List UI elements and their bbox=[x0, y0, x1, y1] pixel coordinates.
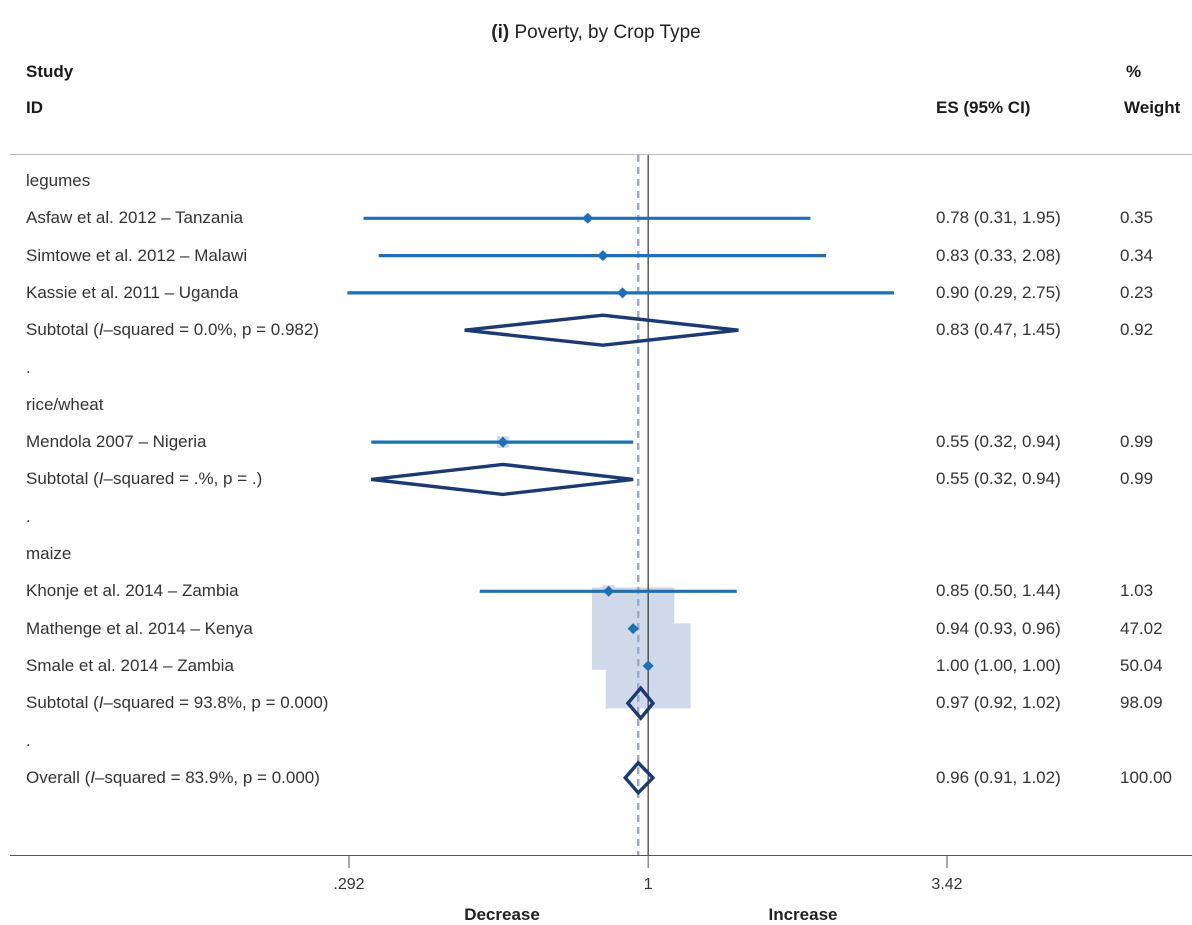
label-suffix: –squared = 93.8%, p = 0.000) bbox=[103, 693, 329, 713]
effect-size-ci: 0.85 (0.50, 1.44) bbox=[936, 581, 1061, 601]
group-label: rice/wheat bbox=[26, 394, 104, 414]
column-header-percent: % bbox=[1126, 62, 1142, 81]
group-label: maize bbox=[26, 544, 72, 563]
subtotal-diamond bbox=[625, 685, 656, 721]
weight-percent: 1.03 bbox=[1120, 581, 1154, 601]
direction-decrease-label: Decrease bbox=[464, 905, 540, 924]
weight-percent: 0.92 bbox=[1120, 320, 1154, 340]
column-header-study: Study bbox=[26, 62, 74, 81]
subtotal-row: Subtotal (I–squared = 0.0%, p = 0.982) 0.… bbox=[0, 311, 1192, 349]
label-i-italic: I bbox=[90, 767, 95, 787]
subtotal-diamond bbox=[371, 462, 634, 497]
study-row: Mathenge et al. 2014 – Kenya 0.94 (0.93, … bbox=[0, 610, 1192, 648]
effect-size-ci: 1.00 (1.00, 1.00) bbox=[936, 655, 1061, 675]
weight-percent: 98.09 bbox=[1120, 693, 1163, 713]
spacer-label: . bbox=[26, 730, 31, 750]
study-label: Mathenge et al. 2014 – Kenya bbox=[26, 618, 253, 638]
spacer-row: . bbox=[0, 722, 1192, 760]
spacer-row: . bbox=[0, 349, 1192, 387]
point-estimate-marker bbox=[627, 623, 639, 635]
study-row: Asfaw et al. 2012 – Tanzania 0.78 (0.31, … bbox=[0, 199, 1192, 237]
group-row: maize bbox=[0, 535, 1192, 573]
label-prefix: Subtotal ( bbox=[26, 693, 99, 713]
direction-increase-label: Increase bbox=[768, 905, 838, 924]
point-estimate-marker bbox=[617, 287, 629, 299]
subtotal-label: Subtotal (I–squared = 0.0%, p = 0.982) bbox=[26, 311, 319, 349]
chart-title-prefix: (i) bbox=[491, 22, 510, 43]
group-label: legumes bbox=[26, 171, 91, 190]
overall-label: Overall (I–squared = 83.9%, p = 0.000) bbox=[26, 759, 320, 797]
label-suffix: –squared = 0.0%, p = 0.982) bbox=[103, 320, 320, 340]
effect-size-ci: 0.55 (0.32, 0.94) bbox=[936, 469, 1061, 489]
label-i-italic: I bbox=[98, 693, 104, 713]
weight-percent: 0.35 bbox=[1120, 208, 1154, 228]
subtotal-diamond bbox=[464, 313, 739, 347]
overall-row: Overall (I–squared = 83.9%, p = 0.000) 0.… bbox=[0, 759, 1192, 797]
spacer-row: . bbox=[0, 498, 1192, 536]
header-rule bbox=[10, 154, 1192, 155]
weight-percent: 47.02 bbox=[1120, 618, 1163, 638]
study-label: Mendola 2007 – Nigeria bbox=[26, 432, 207, 452]
study-label: Khonje et al. 2014 – Zambia bbox=[26, 581, 239, 601]
point-estimate-marker bbox=[497, 436, 509, 448]
study-row: Kassie et al. 2011 – Uganda 0.90 (0.29, 2… bbox=[0, 274, 1192, 312]
chart-title: (i) Poverty, by Crop Type bbox=[0, 22, 1192, 44]
label-suffix: –squared = .%, p = .) bbox=[103, 469, 263, 489]
study-label: Asfaw et al. 2012 – Tanzania bbox=[26, 208, 244, 228]
chart-title-text: Poverty, by Crop Type bbox=[514, 22, 701, 43]
label-prefix: Subtotal ( bbox=[26, 469, 99, 489]
effect-size-ci: 0.96 (0.91, 1.02) bbox=[936, 767, 1061, 787]
study-label: Kassie et al. 2011 – Uganda bbox=[26, 282, 239, 302]
effect-size-ci: 0.90 (0.29, 2.75) bbox=[936, 282, 1061, 302]
weight-percent: 100.00 bbox=[1120, 767, 1172, 787]
effect-size-ci: 0.97 (0.92, 1.02) bbox=[936, 693, 1061, 713]
point-estimate-marker bbox=[582, 212, 594, 224]
study-row: Simtowe et al. 2012 – Malawi 0.83 (0.33, … bbox=[0, 237, 1192, 275]
study-row: Mendola 2007 – Nigeria 0.55 (0.32, 0.94) 0… bbox=[0, 423, 1192, 461]
x-axis-line bbox=[10, 855, 1192, 856]
weight-percent: 0.34 bbox=[1120, 245, 1154, 265]
label-suffix: –squared = 83.9%, p = 0.000) bbox=[94, 767, 320, 787]
column-header-es: ES (95% CI) bbox=[936, 98, 1031, 117]
overall-diamond bbox=[622, 760, 656, 796]
subtotal-row: Subtotal (I–squared = .%, p = .) 0.55 (0.… bbox=[0, 460, 1192, 498]
spacer-label: . bbox=[26, 506, 31, 526]
weight-percent: 0.23 bbox=[1120, 282, 1154, 302]
label-prefix: Overall ( bbox=[26, 767, 91, 787]
spacer-label: . bbox=[26, 357, 31, 377]
subtotal-label: Subtotal (I–squared = .%, p = .) bbox=[26, 460, 262, 498]
group-row: rice/wheat bbox=[0, 386, 1192, 424]
x-axis-tick-label: 1 bbox=[643, 876, 653, 893]
weight-percent: 0.99 bbox=[1120, 469, 1154, 489]
study-label: Smale et al. 2014 – Zambia bbox=[26, 655, 234, 675]
study-row: Khonje et al. 2014 – Zambia 0.85 (0.50, 1… bbox=[0, 572, 1192, 610]
point-estimate-marker bbox=[603, 585, 615, 597]
point-estimate-marker bbox=[642, 660, 654, 672]
effect-size-ci: 0.55 (0.32, 0.94) bbox=[936, 432, 1061, 452]
x-axis-tick-label: .292 bbox=[333, 876, 365, 893]
x-axis-tick-label: 3.42 bbox=[931, 876, 963, 893]
study-label: Simtowe et al. 2012 – Malawi bbox=[26, 245, 248, 265]
subtotal-label: Subtotal (I–squared = 93.8%, p = 0.000) bbox=[26, 684, 328, 722]
label-i-italic: I bbox=[98, 320, 104, 340]
label-prefix: Subtotal ( bbox=[26, 320, 99, 340]
weight-percent: 50.04 bbox=[1120, 655, 1163, 675]
weight-percent: 0.99 bbox=[1120, 432, 1154, 452]
subtotal-row: Subtotal (I–squared = 93.8%, p = 0.000) 0… bbox=[0, 684, 1192, 722]
column-header-id: ID bbox=[26, 98, 43, 117]
column-header-weight: Weight bbox=[1124, 98, 1181, 117]
effect-size-ci: 0.83 (0.47, 1.45) bbox=[936, 320, 1061, 340]
effect-size-ci: 0.94 (0.93, 0.96) bbox=[936, 618, 1061, 638]
study-row: Smale et al. 2014 – Zambia 1.00 (1.00, 1.… bbox=[0, 647, 1192, 685]
group-row: legumes bbox=[0, 162, 1192, 200]
point-estimate-marker bbox=[597, 250, 609, 262]
effect-size-ci: 0.78 (0.31, 1.95) bbox=[936, 208, 1061, 228]
label-i-italic: I bbox=[98, 469, 104, 489]
effect-size-ci: 0.83 (0.33, 2.08) bbox=[936, 245, 1061, 265]
